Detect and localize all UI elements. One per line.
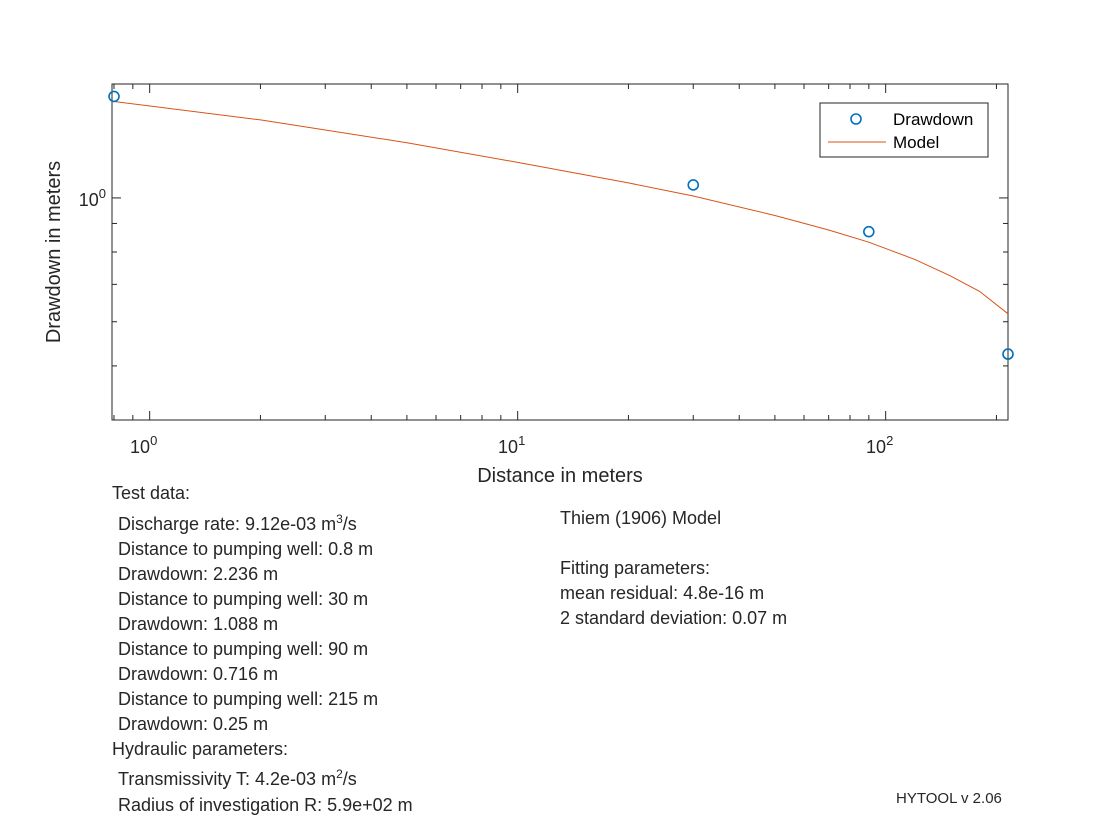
mean-residual: mean residual: 4.8e-16 m: [560, 583, 765, 603]
transmissivity-exponent: 2: [336, 767, 343, 781]
discharge-exponent: 3: [336, 512, 343, 526]
test-data-line: Drawdown: 0.25 m: [118, 714, 269, 734]
test-data-line: Distance to pumping well: 215 m: [118, 689, 379, 709]
x-tick-label: 101: [498, 433, 525, 457]
discharge-rate: Discharge rate: 9.12e-03 m3/s: [118, 512, 357, 534]
version-label: HYTOOL v 2.06: [896, 790, 1002, 807]
test-data-line: Distance to pumping well: 30 m: [118, 589, 369, 609]
radius-of-investigation: Radius of investigation R: 5.9e+02 m: [118, 795, 413, 815]
fitting-heading: Fitting parameters:: [560, 558, 711, 578]
transmissivity-text: Transmissivity T: 4.2e-03 m: [118, 769, 337, 789]
drawdown-series: [108, 90, 1014, 360]
discharge-rate-text: Discharge rate: 9.12e-03 m: [118, 514, 337, 534]
test-data-line: Drawdown: 2.236 m: [118, 564, 279, 584]
standard-deviation: 2 standard deviation: 0.07 m: [560, 608, 788, 628]
y-tick-label: 100: [79, 186, 106, 210]
minor-ticks: [112, 84, 1008, 421]
legend-label-drawdown: Drawdown: [893, 110, 973, 129]
legend-marker-drawdown: [850, 113, 862, 125]
hydraulic-heading: Hydraulic parameters:: [112, 739, 289, 759]
tick-labels: 100 101 102 100: [79, 186, 894, 457]
drawdown-point: [1002, 348, 1014, 360]
test-data-line: Drawdown: 0.716 m: [118, 664, 279, 684]
legend-label-model: Model: [893, 133, 939, 152]
test-data-heading: Test data:: [112, 483, 191, 503]
drawdown-point: [863, 225, 875, 238]
transmissivity-unit: /s: [342, 769, 357, 789]
model-title: Thiem (1906) Model: [560, 508, 722, 528]
legend: Drawdown Model: [819, 102, 989, 158]
model-series: [111, 100, 1009, 315]
test-data-line: Drawdown: 1.088 m: [118, 614, 279, 634]
model-line: [111, 100, 1009, 315]
test-data-line: Distance to pumping well: 0.8 m: [118, 539, 374, 559]
drawdown-point: [108, 90, 120, 103]
y-axis-label: Drawdown in meters: [43, 161, 65, 343]
transmissivity: Transmissivity T: 4.2e-03 m2/s: [118, 767, 357, 789]
test-data-line: Distance to pumping well: 90 m: [118, 639, 369, 659]
x-tick-label: 102: [866, 433, 893, 457]
discharge-unit: /s: [342, 514, 357, 534]
x-axis-label: Distance in meters: [477, 465, 643, 487]
x-tick-label: 100: [130, 433, 157, 457]
legend-box: [819, 102, 989, 158]
drawdown-point: [687, 179, 700, 191]
